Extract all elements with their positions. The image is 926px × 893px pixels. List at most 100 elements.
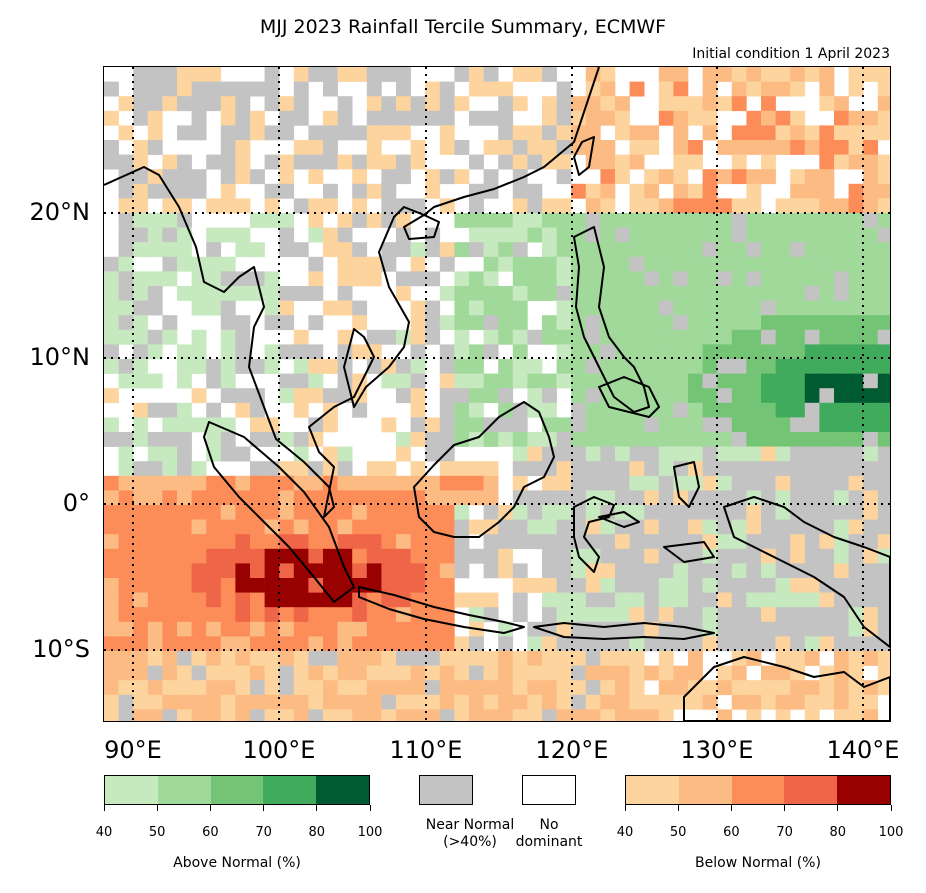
grid-cell — [761, 315, 776, 331]
grid-cell — [702, 227, 718, 243]
grid-cell — [717, 490, 733, 506]
grid-cell — [790, 432, 806, 447]
grid-cell — [819, 140, 835, 155]
grid-cell — [250, 169, 265, 185]
grid-cell — [439, 81, 455, 97]
grid-cell — [439, 446, 455, 462]
grid-cell — [381, 256, 397, 272]
grid-cell — [396, 607, 411, 623]
grid-cell — [790, 402, 806, 418]
grid-cell — [819, 359, 835, 374]
grid-cell — [571, 432, 587, 447]
grid-cell — [381, 563, 397, 579]
grid-cell — [571, 242, 587, 258]
grid-cell — [264, 563, 280, 579]
grid-cell — [323, 694, 338, 710]
grid-cell — [425, 110, 441, 126]
grid-cell — [775, 286, 791, 301]
grid-cell — [746, 709, 762, 721]
grid-cell — [147, 461, 163, 477]
grid-cell — [542, 388, 557, 404]
grid-cell — [235, 592, 251, 608]
grid-cell — [527, 183, 543, 199]
grid-cell — [454, 96, 470, 112]
grid-cell — [775, 446, 791, 462]
grid-cell — [863, 213, 879, 228]
grid-cell — [191, 680, 207, 696]
grid-cell — [396, 96, 411, 112]
grid-cell — [644, 227, 660, 243]
grid-cell — [804, 315, 820, 331]
grid-cell — [381, 709, 397, 721]
grid-cell — [746, 256, 762, 272]
grid-cell — [615, 578, 630, 593]
grid-cell — [848, 373, 864, 389]
grid-cell — [717, 198, 733, 214]
grid-cell — [775, 475, 791, 491]
grid-cell — [688, 534, 703, 550]
grid-cell — [600, 183, 616, 199]
grid-cell — [834, 315, 849, 331]
grid-cell — [337, 534, 353, 550]
grid-cell — [731, 315, 747, 331]
grid-cell — [775, 563, 791, 579]
grid-cell — [848, 402, 864, 418]
grid-cell — [761, 169, 776, 185]
grid-cell — [147, 432, 163, 447]
grid-cell — [863, 607, 879, 623]
grid-cell — [323, 709, 338, 721]
grid-cell — [615, 534, 630, 550]
grid-cell — [279, 432, 295, 447]
grid-cell — [658, 505, 674, 520]
grid-cell — [761, 329, 776, 345]
grid-cell — [206, 432, 222, 447]
grid-cell — [191, 67, 207, 82]
grid-cell — [585, 505, 601, 520]
grid-cell — [585, 315, 601, 331]
grid-cell — [877, 402, 890, 418]
grid-cell — [454, 665, 470, 681]
grid-cell — [877, 446, 890, 462]
grid-cell — [104, 548, 119, 564]
grid-cell — [323, 125, 338, 141]
grid-cell — [133, 534, 149, 550]
grid-cell — [761, 81, 776, 97]
grid-cell — [410, 607, 426, 623]
grid-cell — [556, 227, 572, 243]
grid-cell — [366, 96, 382, 112]
grid-cell — [498, 563, 514, 579]
grid-cell — [425, 592, 441, 608]
grid-cell — [469, 402, 484, 418]
grid-cell — [877, 183, 890, 199]
grid-cell — [746, 169, 762, 185]
grid-cell — [658, 694, 674, 710]
grid-cell — [834, 680, 849, 696]
grid-cell — [381, 636, 397, 652]
grid-cell — [147, 519, 163, 535]
grid-cell — [658, 81, 674, 97]
no-dominant-swatch — [522, 775, 576, 805]
grid-cell — [542, 490, 557, 506]
grid-cell — [425, 432, 441, 447]
grid-cell — [615, 96, 630, 112]
grid-cell — [600, 300, 616, 316]
above-normal-segment — [157, 776, 211, 804]
grid-cell — [615, 359, 630, 374]
grid-cell — [848, 81, 864, 97]
grid-cell — [863, 621, 879, 637]
lon-label-120e: 120°E — [535, 736, 609, 764]
grid-cell — [790, 213, 806, 228]
grid-cell — [731, 140, 747, 155]
grid-cell — [615, 432, 630, 447]
grid-cell — [804, 242, 820, 258]
grid-cell — [688, 242, 703, 258]
grid-cell — [498, 534, 514, 550]
grid-cell — [702, 490, 718, 506]
grid-cell — [469, 680, 484, 696]
grid-cell — [396, 81, 411, 97]
grid-cell — [439, 534, 455, 550]
grid-cell — [761, 446, 776, 462]
grid-cell — [717, 446, 733, 462]
grid-cell — [658, 475, 674, 491]
grid-cell — [439, 621, 455, 637]
